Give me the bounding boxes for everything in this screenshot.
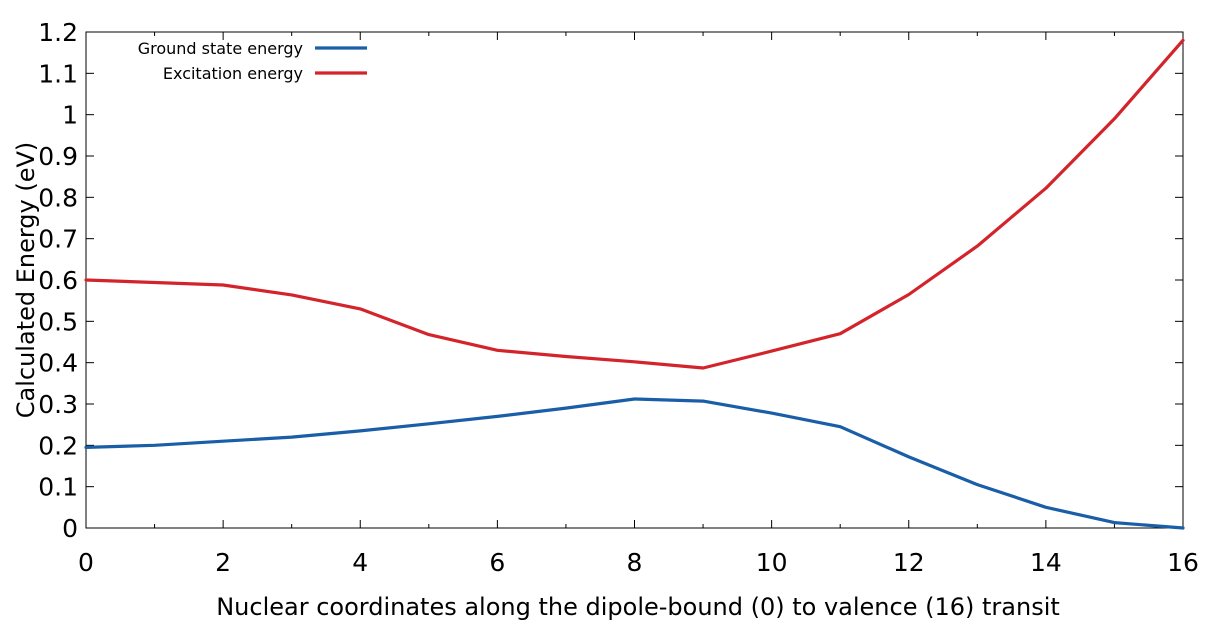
- y-tick-label: 0.7: [38, 225, 78, 254]
- x-tick-label: 8: [627, 548, 643, 577]
- x-tick-label: 2: [215, 548, 231, 577]
- y-tick-label: 0.9: [38, 142, 78, 171]
- y-tick-label: 0.4: [38, 349, 78, 378]
- series-line-excitation: [84, 38, 1185, 370]
- legend: Ground state energy Excitation energy: [138, 39, 367, 83]
- x-axis-title: Nuclear coordinates along the dipole-bou…: [216, 593, 1060, 621]
- y-tick-label: 0.6: [38, 266, 78, 295]
- y-tick-label: 0.8: [38, 183, 78, 212]
- y-tick-label: 0.1: [38, 473, 78, 502]
- legend-label: Ground state energy: [138, 39, 303, 58]
- y-tick-label: 0: [62, 514, 78, 543]
- series-line-ground-state: [84, 397, 1185, 530]
- y-tick-label: 0.2: [38, 431, 78, 460]
- series-lines: [84, 38, 1185, 530]
- axes: 0 0.1 0.2 0.3 0.4 0.5 0.6 0.7 0.8 0.9 1 1.1 1.2 0 2 4 6 8…: [38, 18, 1199, 577]
- x-tick-label: 6: [489, 548, 505, 577]
- y-tick-label: 1.2: [38, 18, 78, 47]
- y-axis-title: Calculated Energy (eV): [12, 142, 40, 419]
- x-tick-label: 0: [78, 548, 94, 577]
- x-tick-label: 4: [352, 548, 368, 577]
- y-tick-label: 0.5: [38, 307, 78, 336]
- y-tick-label: 0.3: [38, 390, 78, 419]
- y-tick-label: 1.1: [38, 59, 78, 88]
- x-tick-label: 16: [1167, 548, 1199, 577]
- legend-label: Excitation energy: [163, 64, 303, 83]
- x-tick-label: 14: [1030, 548, 1062, 577]
- plot-frame: [85, 31, 1184, 529]
- x-tick-label: 12: [893, 548, 925, 577]
- x-tick-label: 10: [756, 548, 788, 577]
- y-tick-label: 1: [62, 101, 78, 130]
